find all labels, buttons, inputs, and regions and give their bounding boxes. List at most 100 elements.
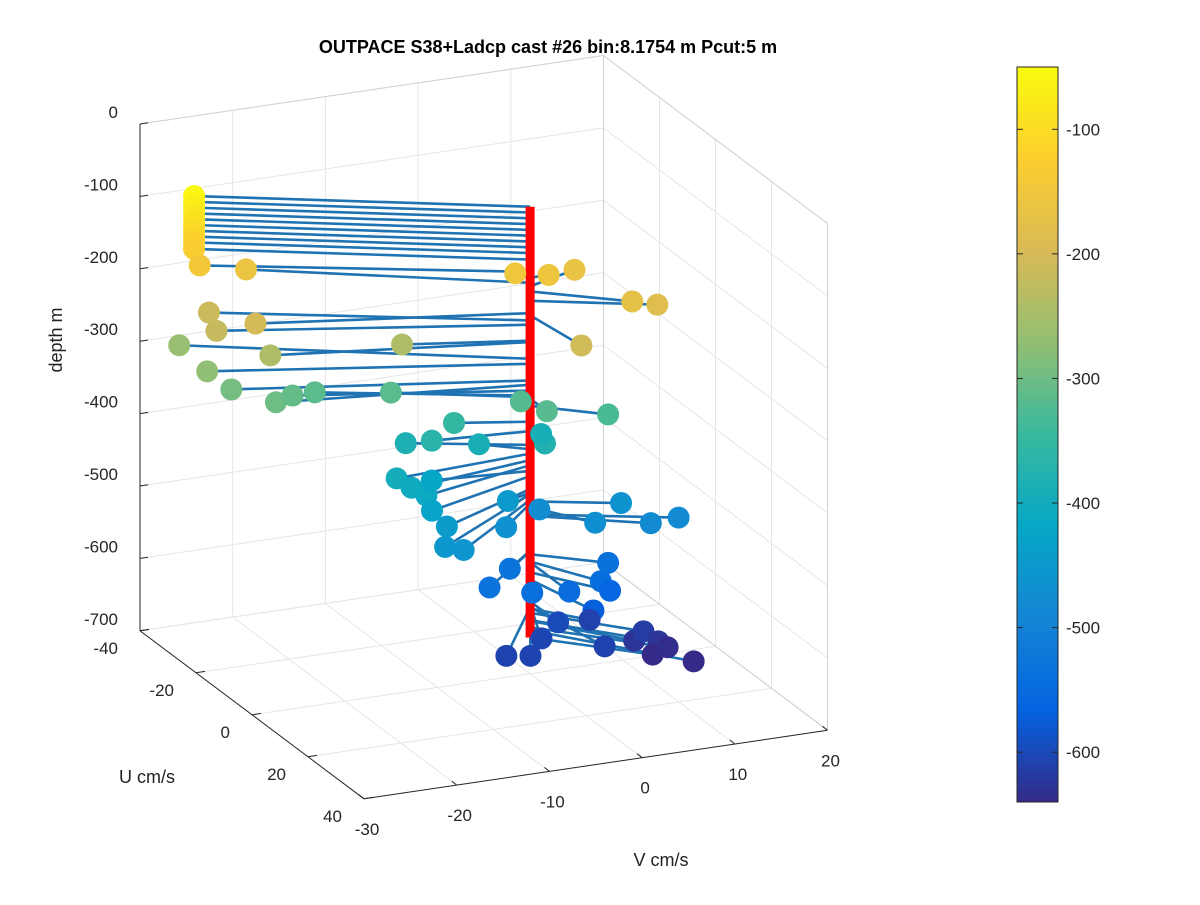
- v-tick-label: 20: [821, 751, 840, 770]
- data-point: [528, 498, 550, 520]
- data-point: [683, 650, 705, 672]
- data-point: [640, 512, 662, 534]
- z-tick-label: -400: [84, 393, 118, 412]
- data-point: [168, 334, 190, 356]
- colorbar-tick-label: -100: [1066, 120, 1100, 139]
- data-point: [668, 507, 690, 529]
- data-point: [421, 469, 443, 491]
- velocity-stick: [194, 231, 530, 242]
- box-edge: [140, 56, 604, 125]
- data-point: [610, 492, 632, 514]
- velocity-stick: [194, 219, 530, 230]
- velocity-stick: [194, 237, 530, 248]
- grid-line: [308, 688, 772, 757]
- data-point: [564, 259, 586, 281]
- data-point: [621, 290, 643, 312]
- data-point: [304, 381, 326, 403]
- velocity-stick: [530, 554, 608, 563]
- velocity-stick: [194, 208, 530, 219]
- data-point: [495, 645, 517, 667]
- z-tick: [140, 195, 148, 196]
- data-point: [584, 512, 606, 534]
- v-tick-label: 0: [640, 779, 649, 798]
- velocity-stick: [207, 364, 530, 372]
- data-point: [510, 390, 532, 412]
- data-point: [479, 577, 501, 599]
- u-tick: [252, 713, 261, 714]
- velocity-stick: [194, 225, 530, 236]
- u-tick: [196, 671, 205, 672]
- z-tick-label: -200: [84, 248, 118, 267]
- velocity-stick: [530, 291, 632, 301]
- u-tick-label: 40: [323, 807, 342, 826]
- data-point: [599, 580, 621, 602]
- data-point: [570, 334, 592, 356]
- v-tick: [637, 754, 642, 758]
- grid-line: [140, 128, 604, 196]
- data-point: [395, 432, 417, 454]
- data-point: [391, 334, 413, 356]
- z-tick-label: -600: [84, 537, 118, 556]
- colorbar: -100-200-300-400-500-600: [1017, 67, 1100, 802]
- data-point: [504, 262, 526, 284]
- data-point: [558, 581, 580, 603]
- data-point: [499, 558, 521, 580]
- u-tick-label: 0: [221, 723, 230, 742]
- data-point: [547, 611, 569, 633]
- data-point: [244, 313, 266, 335]
- v-tick: [823, 726, 828, 730]
- data-point: [453, 539, 475, 561]
- y-axis-label: U cm/s: [119, 767, 175, 787]
- z-tick-label: -100: [84, 175, 118, 194]
- data-point: [538, 264, 560, 286]
- z-tick: [140, 268, 148, 269]
- data-point: [530, 423, 552, 445]
- u-tick-label: 20: [267, 765, 286, 784]
- colorbar-gradient: [1017, 67, 1058, 802]
- v-tick-label: -10: [540, 792, 565, 811]
- z-tick: [140, 557, 148, 558]
- v-tick-label: -20: [447, 806, 472, 825]
- z-axis-label: depth m: [46, 307, 66, 372]
- u-tick: [308, 755, 317, 756]
- u-tick-label: -20: [149, 681, 174, 700]
- velocity-stick: [194, 196, 530, 207]
- data-point: [597, 552, 619, 574]
- data-point: [657, 636, 679, 658]
- data-point: [434, 536, 456, 558]
- data-point: [259, 344, 281, 366]
- v-tick: [544, 767, 549, 771]
- v-tick-label: 10: [728, 765, 747, 784]
- grid-layer: [140, 56, 828, 799]
- data-point: [468, 433, 490, 455]
- data-point: [536, 400, 558, 422]
- data-point: [436, 516, 458, 538]
- z-tick-label: 0: [109, 103, 118, 122]
- x-axis-label: V cm/s: [633, 850, 688, 870]
- z-tick: [140, 340, 148, 341]
- data-point: [198, 302, 220, 324]
- velocity-stick: [454, 422, 530, 423]
- v-axis-line: [364, 730, 828, 799]
- u-tick-label: -40: [93, 639, 118, 658]
- data-point: [443, 412, 465, 434]
- data-point: [220, 378, 242, 400]
- data-point: [235, 258, 257, 280]
- u-tick: [364, 797, 373, 798]
- data-point: [594, 635, 616, 657]
- v-tick: [730, 740, 735, 744]
- data-point: [530, 627, 552, 649]
- data-point: [497, 490, 519, 512]
- data-point: [597, 403, 619, 425]
- data-point: [521, 582, 543, 604]
- v-tick-label: -30: [355, 820, 380, 839]
- axes-box: [140, 56, 828, 799]
- marker-layer: [168, 185, 704, 672]
- colorbar-tick-label: -400: [1066, 494, 1100, 513]
- data-point: [421, 430, 443, 452]
- colorbar-tick-label: -300: [1066, 369, 1100, 388]
- z-tick: [140, 123, 148, 124]
- colorbar-tick-label: -600: [1066, 743, 1100, 762]
